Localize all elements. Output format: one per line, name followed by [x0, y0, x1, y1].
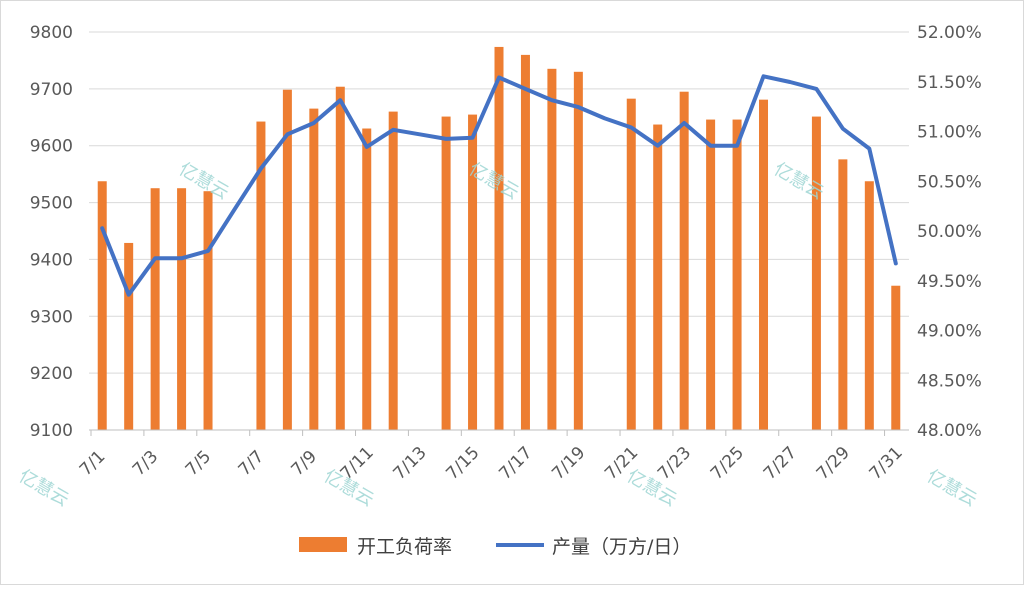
left-axis-tick: 9500 — [30, 194, 73, 214]
line-path — [100, 74, 898, 297]
legend-swatch-bar — [299, 537, 347, 552]
right-axis-tick: 51.50% — [917, 73, 982, 93]
bar — [520, 54, 530, 430]
left-axis-tick: 9700 — [30, 80, 73, 100]
bar — [494, 46, 504, 431]
bar — [282, 89, 292, 431]
right-axis-tick: 52.00% — [917, 23, 982, 43]
right-axis-tick: 48.50% — [917, 371, 982, 391]
bar-series — [97, 46, 901, 431]
bar — [547, 68, 557, 430]
right-axis-tick: 49.00% — [917, 322, 982, 342]
bar — [626, 98, 636, 430]
x-axis-tick: 7/17 — [495, 443, 536, 484]
left-axis-tick: 9600 — [30, 137, 73, 157]
x-axis-tick: 7/15 — [442, 443, 483, 484]
bar — [309, 108, 319, 431]
left-axis-tick: 9800 — [30, 23, 73, 43]
right-axis-tick: 48.00% — [917, 421, 982, 441]
bar — [811, 116, 821, 430]
line-series — [100, 74, 898, 297]
right-axis-tick: 50.00% — [917, 222, 982, 242]
bar — [653, 124, 663, 430]
bar — [838, 159, 848, 431]
bar — [335, 86, 345, 430]
bar — [388, 111, 398, 430]
bar — [256, 121, 266, 431]
right-axis-tick: 51.00% — [917, 123, 982, 143]
bar — [97, 181, 107, 430]
legend-label-line: 产量（万方/日） — [552, 536, 691, 558]
bar — [124, 242, 134, 430]
left-axis-tick: 9100 — [30, 421, 73, 441]
legend-label-bar: 开工负荷率 — [357, 536, 452, 558]
right-axis-tick: 49.50% — [917, 272, 982, 292]
watermark: 亿慧云 — [15, 466, 72, 511]
legend: 开工负荷率 产量（万方/日） — [299, 536, 691, 558]
bar — [679, 91, 689, 430]
bar — [441, 116, 451, 430]
x-axis-tick: 7/25 — [707, 443, 748, 484]
bar — [573, 71, 583, 431]
bar — [759, 99, 769, 430]
x-axis-tick: 7/23 — [654, 443, 695, 484]
watermark: 亿慧云 — [923, 466, 980, 511]
bar — [732, 119, 742, 430]
left-axis-tick: 9300 — [30, 307, 73, 327]
left-axis-tick: 9200 — [30, 364, 73, 384]
x-axis-tick: 7/9 — [288, 447, 321, 480]
bar — [203, 191, 213, 430]
x-axis-tick: 7/13 — [390, 443, 431, 484]
x-axis-tick: 7/29 — [813, 443, 854, 484]
x-axis-tick: 7/5 — [182, 447, 215, 480]
left-axis-tick: 9400 — [30, 250, 73, 270]
x-axis-tick: 7/1 — [76, 447, 109, 480]
bar — [468, 114, 478, 431]
bar — [864, 181, 874, 430]
x-axis-tick: 7/27 — [760, 443, 801, 484]
bar — [150, 188, 160, 430]
x-axis-tick: 7/7 — [235, 447, 268, 480]
x-axis-tick: 7/3 — [129, 447, 162, 480]
bar — [177, 188, 187, 430]
x-axis-tick: 7/19 — [548, 443, 589, 484]
right-axis-tick: 50.50% — [917, 172, 982, 192]
bar — [891, 285, 901, 430]
x-axis-tick: 7/31 — [866, 443, 907, 484]
bar — [362, 128, 372, 430]
bar — [706, 119, 716, 430]
